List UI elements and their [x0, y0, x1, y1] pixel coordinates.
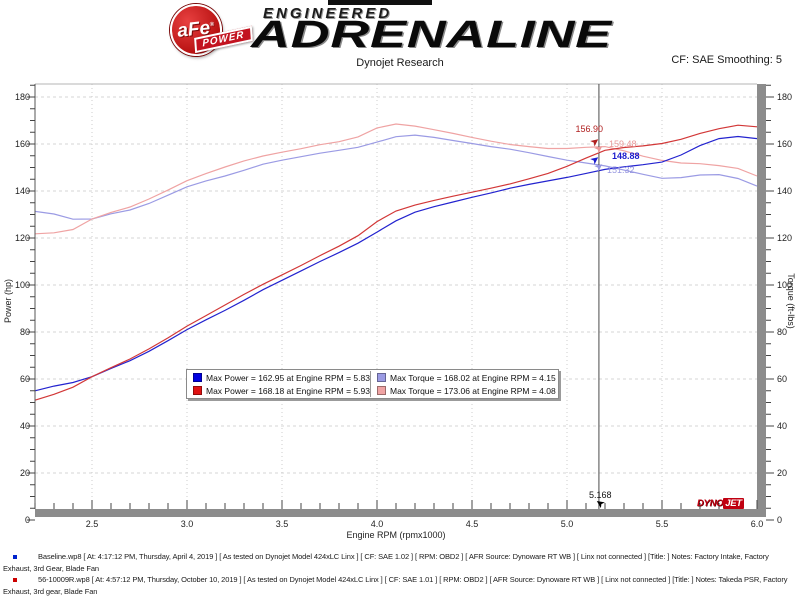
logo-top-strip — [328, 0, 432, 5]
y-axis-tick-label-right: 140 — [777, 186, 793, 196]
legend-swatch-red-power — [193, 386, 202, 395]
y-axis-tick-label-right: 180 — [777, 92, 793, 102]
adrenaline-wordmark: ADRENALINE — [251, 14, 612, 56]
cursor-rpm-label: 5.168 — [589, 490, 612, 500]
legend-text: Max Power = 168.18 at Engine RPM = 5.93 — [206, 385, 370, 396]
y-axis-tick-label-left: 80 — [19, 327, 30, 337]
y-axis-tick-label-right: 80 — [777, 327, 788, 337]
legend-item-max-torque-intake: Max Torque = 173.06 at Engine RPM = 4.08 — [370, 384, 558, 397]
run2-info-text: 56-10009R.wp8 [ At: 4:57:12 PM, Thursday… — [3, 575, 788, 596]
right-axis-title: Torque (ft-lbs) — [786, 273, 796, 329]
x-axis-tick-label: 3.0 — [180, 519, 194, 529]
y-axis-tick-label-right: 20 — [777, 468, 788, 478]
x-axis-tick-label: 6.0 — [750, 519, 764, 529]
y-axis-tick-label-left: 60 — [19, 374, 30, 384]
x-axis-tick-label: 4.0 — [370, 519, 384, 529]
cursor-readout-torque-red: 159.48 — [609, 139, 637, 149]
dynojet-logo-dyno: DYNO — [697, 498, 724, 509]
y-axis-tick-label-right: 0 — [777, 515, 783, 525]
x-axis-tick-label: 2.5 — [85, 519, 99, 529]
cursor-readout-torque-blue: 151.32 — [607, 165, 635, 175]
y-axis-tick-label-right: 100 — [777, 280, 793, 290]
x-axis-title: Engine RPM (rpmx1000) — [346, 530, 446, 540]
run1-info-text: Baseline.wp8 [ At: 4:17:12 PM, Thursday,… — [3, 552, 769, 573]
curve-baseline-power — [34, 135, 758, 392]
y-axis-tick-label-right: 160 — [777, 139, 793, 149]
legend-swatch-blue-torque — [377, 373, 386, 382]
y-axis-tick-label-left: 120 — [14, 233, 30, 243]
curve-56-10009r-power — [34, 124, 758, 401]
dynojet-logo: DYNO JET — [697, 498, 744, 509]
chart-subtitle: Dynojet Research — [356, 57, 444, 69]
x-axis-tick-label: 5.5 — [655, 519, 669, 529]
x-axis-tick-label: 5.0 — [560, 519, 574, 529]
legend-text: Max Power = 162.95 at Engine RPM = 5.83 — [206, 372, 370, 383]
y-axis-tick-label-left: 160 — [14, 139, 30, 149]
legend-box[interactable]: Max Power = 162.95 at Engine RPM = 5.83 … — [186, 369, 559, 399]
curve-56-10009r-torque — [34, 123, 758, 235]
cursor-readout-power-red: 156.90 — [575, 124, 603, 134]
y-axis-tick-label-right: 40 — [777, 421, 788, 431]
engineered-wordmark: ENGINEERED — [263, 5, 393, 22]
legend-item-max-power-baseline: Max Power = 162.95 at Engine RPM = 5.83 — [187, 371, 370, 384]
cursor-readout-power-blue: 148.88 — [612, 151, 640, 161]
run2-bullet — [13, 578, 17, 582]
y-axis-tick-label-left: 40 — [19, 421, 30, 431]
legend-item-max-power-intake: Max Power = 168.18 at Engine RPM = 5.93 — [187, 384, 370, 397]
y-axis-tick-label-left: 20 — [19, 468, 30, 478]
legend-swatch-red-torque — [377, 386, 386, 395]
y-axis-tick-label-right: 60 — [777, 374, 788, 384]
y-axis-tick-label-left: 100 — [14, 280, 30, 290]
y-axis-tick-label-left: 140 — [14, 186, 30, 196]
right-axis-bar — [757, 84, 766, 517]
smoothing-setting-label: CF: SAE Smoothing: 5 — [671, 54, 782, 66]
y-axis-tick-label-left: 180 — [14, 92, 30, 102]
curve-baseline-torque — [34, 134, 758, 220]
x-axis-tick-label: 3.5 — [275, 519, 289, 529]
legend-swatch-blue-power — [193, 373, 202, 382]
run1-bullet — [13, 555, 17, 559]
x-axis-tick-label: 4.5 — [465, 519, 479, 529]
y-axis-tick-label-right: 120 — [777, 233, 793, 243]
legend-text: Max Torque = 173.06 at Engine RPM = 4.08 — [390, 385, 556, 396]
legend-item-max-torque-baseline: Max Torque = 168.02 at Engine RPM = 4.15 — [370, 371, 558, 384]
legend-text: Max Torque = 168.02 at Engine RPM = 4.15 — [390, 372, 556, 383]
y-axis-tick-label-left: 0 — [24, 515, 30, 525]
dynojet-logo-jet: JET — [723, 498, 744, 509]
bottom-axis-bar — [35, 509, 766, 517]
